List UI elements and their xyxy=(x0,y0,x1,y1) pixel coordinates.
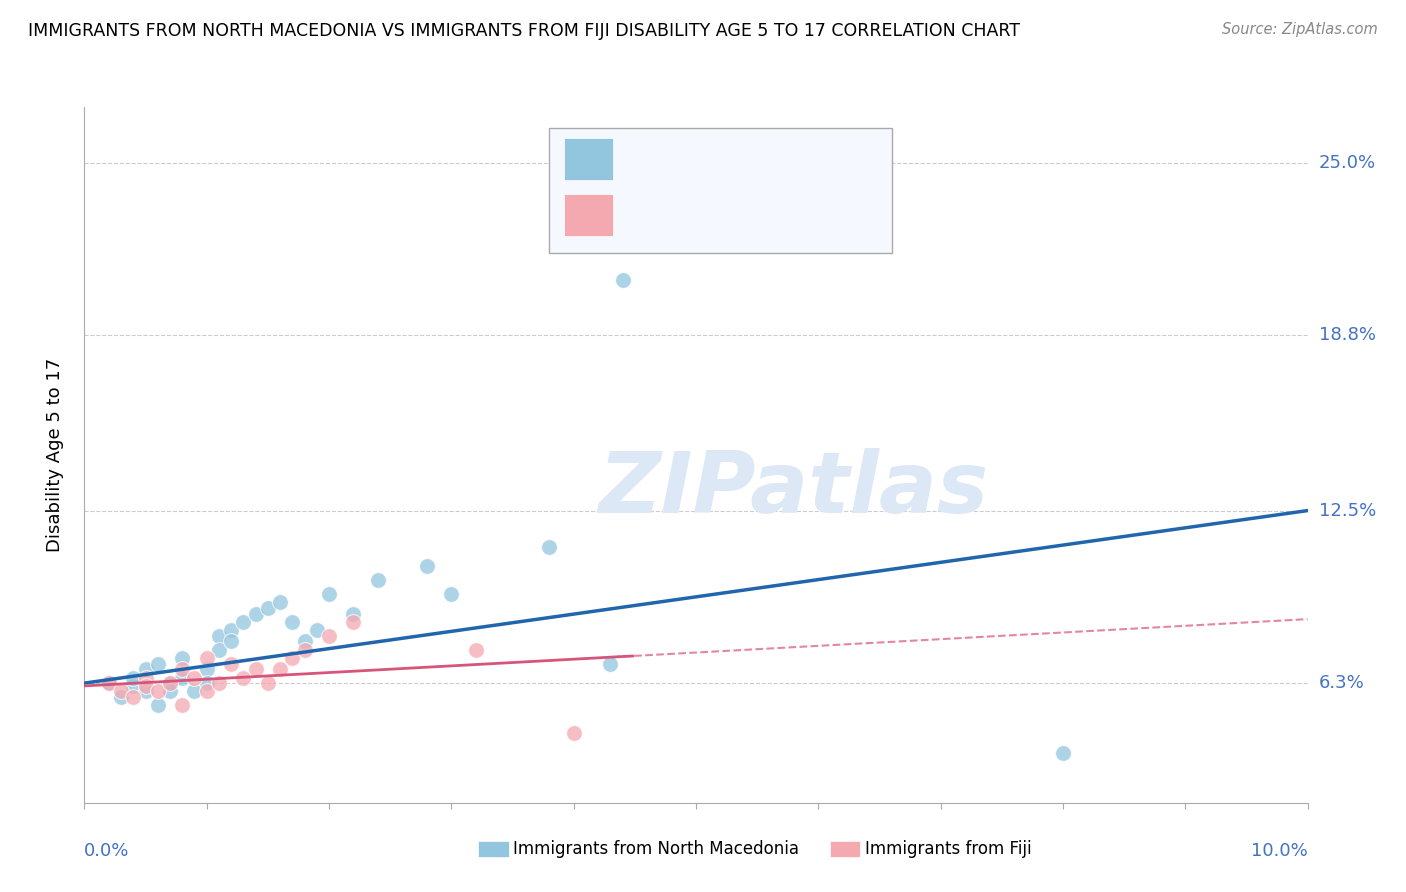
Point xyxy=(135,679,157,693)
Point xyxy=(146,657,169,671)
Point xyxy=(342,607,364,621)
Point xyxy=(294,642,316,657)
Text: ZIPatlas: ZIPatlas xyxy=(599,448,988,532)
Point xyxy=(257,601,280,615)
Text: Immigrants from Fiji: Immigrants from Fiji xyxy=(865,840,1032,858)
Point xyxy=(219,634,242,648)
Text: 25.0%: 25.0% xyxy=(1319,153,1376,171)
FancyBboxPatch shape xyxy=(550,128,891,253)
Text: 12.5%: 12.5% xyxy=(1319,501,1376,519)
Point xyxy=(110,684,132,698)
Point xyxy=(245,662,267,676)
Text: R = 0.154   N = 24: R = 0.154 N = 24 xyxy=(626,205,803,225)
Point xyxy=(146,698,169,713)
Point xyxy=(208,629,231,643)
Point xyxy=(183,671,205,685)
Point xyxy=(135,671,157,685)
Point xyxy=(281,651,304,665)
Point xyxy=(1052,746,1074,760)
Point xyxy=(367,573,389,587)
Point xyxy=(195,651,218,665)
Point xyxy=(219,624,242,638)
Point xyxy=(318,587,340,601)
Y-axis label: Disability Age 5 to 17: Disability Age 5 to 17 xyxy=(45,358,63,552)
Point xyxy=(416,559,439,574)
Point xyxy=(172,651,194,665)
Point xyxy=(281,615,304,629)
Point xyxy=(159,684,181,698)
Point xyxy=(232,615,254,629)
Point xyxy=(146,684,169,698)
Point xyxy=(195,662,218,676)
Point xyxy=(440,587,463,601)
Point xyxy=(305,624,328,638)
Point xyxy=(172,671,194,685)
Point xyxy=(342,615,364,629)
Point xyxy=(612,272,634,286)
Point xyxy=(245,607,267,621)
Point xyxy=(183,684,205,698)
Text: R = 0.269   N = 35: R = 0.269 N = 35 xyxy=(626,150,803,169)
Point xyxy=(318,629,340,643)
Point xyxy=(122,671,145,685)
Text: 10.0%: 10.0% xyxy=(1251,842,1308,860)
Point xyxy=(269,662,291,676)
Point xyxy=(195,676,218,690)
Point xyxy=(294,634,316,648)
Point xyxy=(110,690,132,704)
Point xyxy=(97,676,120,690)
Point xyxy=(257,676,280,690)
Bar xyxy=(564,194,613,235)
Point xyxy=(464,642,486,657)
Point xyxy=(562,726,585,740)
Point xyxy=(122,679,145,693)
Point xyxy=(208,642,231,657)
Point xyxy=(159,676,181,690)
Text: Immigrants from North Macedonia: Immigrants from North Macedonia xyxy=(513,840,799,858)
Point xyxy=(269,595,291,609)
Text: 18.8%: 18.8% xyxy=(1319,326,1375,344)
Point xyxy=(538,540,561,554)
Text: 0.0%: 0.0% xyxy=(84,842,129,860)
Point xyxy=(135,662,157,676)
Point xyxy=(159,676,181,690)
Point xyxy=(172,698,194,713)
Point xyxy=(135,684,157,698)
Point xyxy=(232,671,254,685)
Point xyxy=(208,676,231,690)
Text: 6.3%: 6.3% xyxy=(1319,674,1364,692)
Point xyxy=(195,684,218,698)
Point xyxy=(172,662,194,676)
Point xyxy=(599,657,621,671)
Point xyxy=(122,690,145,704)
Point xyxy=(97,676,120,690)
Text: Source: ZipAtlas.com: Source: ZipAtlas.com xyxy=(1222,22,1378,37)
Point xyxy=(219,657,242,671)
Bar xyxy=(564,138,613,180)
Text: IMMIGRANTS FROM NORTH MACEDONIA VS IMMIGRANTS FROM FIJI DISABILITY AGE 5 TO 17 C: IMMIGRANTS FROM NORTH MACEDONIA VS IMMIG… xyxy=(28,22,1021,40)
